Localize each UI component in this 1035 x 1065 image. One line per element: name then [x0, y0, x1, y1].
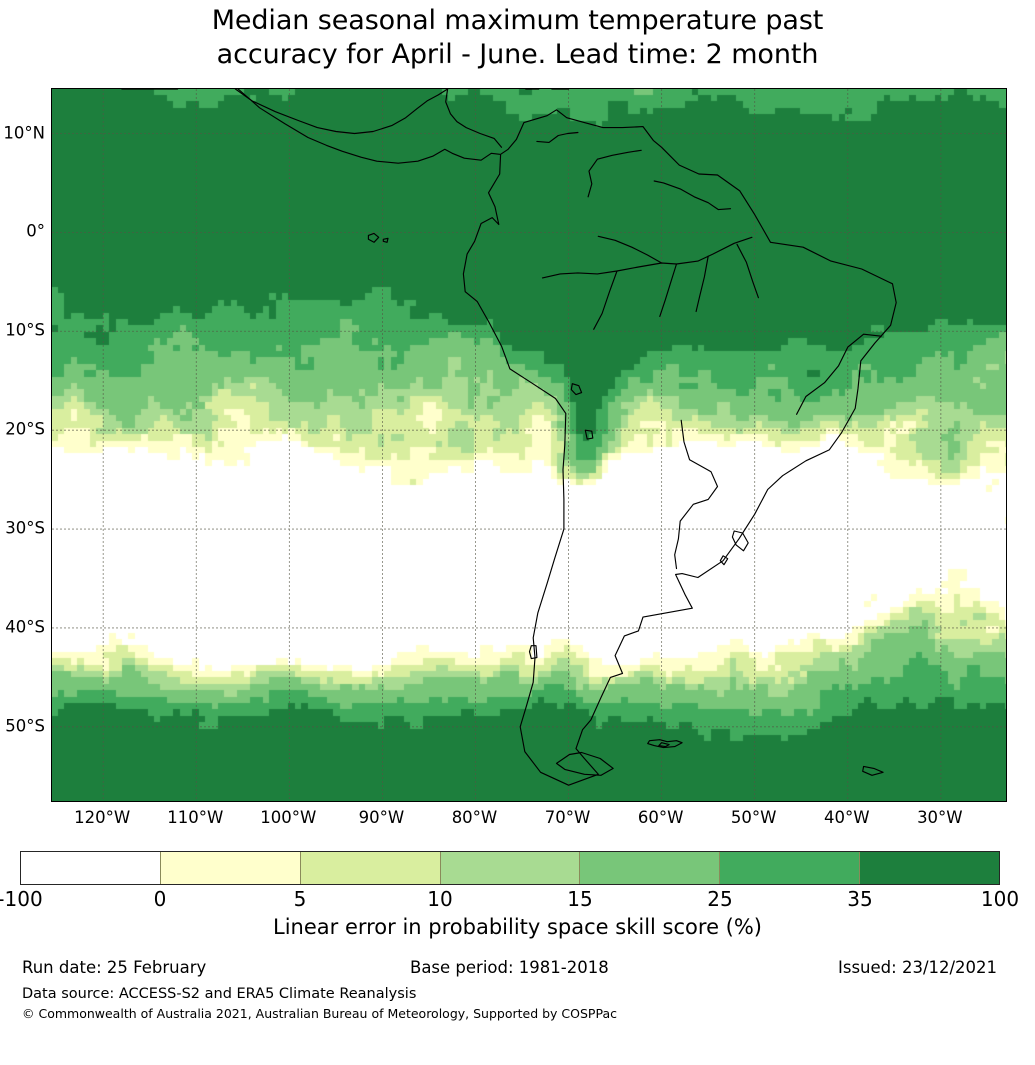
longitude-tick-4: 80°W [451, 808, 498, 827]
latitude-tick-5: 40°S [5, 617, 45, 637]
colorbar-axis-label: Linear error in probability space skill … [273, 915, 762, 939]
colorbar-segment-4 [580, 852, 721, 884]
colorbar-segment-6 [860, 852, 1000, 884]
footer: Run date: 25 February Base period: 1981-… [0, 958, 1035, 1028]
longitude-tick-9: 30°W [917, 808, 963, 827]
data-source-text: Data source: ACCESS-S2 and ERA5 Climate … [22, 986, 417, 1002]
colorbar-tick-1: 0 [153, 887, 167, 911]
title-line-1: Median seasonal maximum temperature past [211, 5, 824, 36]
longitude-tick-8: 40°W [823, 808, 870, 827]
colorbar-tick-4: 15 [567, 887, 593, 911]
longitude-tick-6: 60°W [637, 808, 684, 827]
latitude-tick-1: 0° [26, 221, 45, 241]
longitude-tick-1: 110°W [167, 808, 224, 827]
latitude-tick-2: 10°S [5, 320, 45, 340]
colorbar-segment-2 [300, 852, 441, 884]
latitude-tick-0: 10°N [3, 123, 45, 142]
colorbar-segment-1 [160, 852, 301, 884]
colorbar-tick-7: 100 [980, 887, 1020, 911]
latitude-tick-3: 20°S [5, 419, 45, 439]
colorbar-tick-5: 25 [707, 887, 733, 911]
colorbar-segment-0 [21, 852, 161, 884]
longitude-tick-0: 120°W [74, 808, 131, 827]
run-date-text: Run date: 25 February [22, 958, 207, 977]
colorbar-segment-3 [440, 852, 581, 884]
latitude-tick-4: 30°S [5, 518, 45, 538]
skill-score-heatmap [52, 89, 1006, 801]
colorbar-tick-3: 10 [427, 887, 453, 911]
copyright-text: © Commonwealth of Australia 2021, Austra… [22, 1006, 617, 1021]
map-plot-area[interactable] [51, 88, 1007, 802]
title-line-2: accuracy for April - June. Lead time: 2 … [216, 39, 819, 70]
longitude-tick-2: 100°W [260, 808, 317, 827]
base-period-text: Base period: 1981-2018 [410, 958, 609, 977]
longitude-tick-5: 70°W [544, 808, 591, 827]
issued-date-text: Issued: 23/12/2021 [838, 958, 998, 977]
colorbar[interactable] [20, 851, 1000, 885]
footer-row-primary: Run date: 25 February Base period: 1981-… [0, 958, 1035, 984]
colorbar-segment-5 [720, 852, 861, 884]
longitude-tick-7: 50°W [730, 808, 777, 827]
latitude-tick-6: 50°S [5, 716, 45, 736]
colorbar-tick-0: -100 [0, 887, 43, 911]
longitude-tick-3: 90°W [358, 808, 405, 827]
colorbar-tick-2: 5 [293, 887, 307, 911]
colorbar-tick-6: 35 [847, 887, 873, 911]
chart-title: Median seasonal maximum temperature past… [0, 0, 1035, 72]
colorbar-container[interactable]: -100 0 5 10 15 25 35 100 [0, 851, 1019, 911]
